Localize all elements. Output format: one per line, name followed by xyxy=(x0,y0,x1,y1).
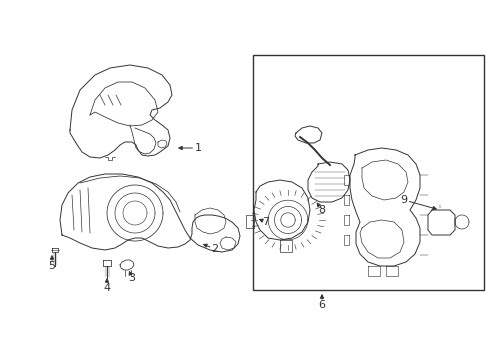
Text: 2: 2 xyxy=(211,244,218,254)
Text: 5: 5 xyxy=(48,261,55,271)
Text: 3: 3 xyxy=(128,273,135,283)
Text: 8: 8 xyxy=(318,205,325,215)
Text: 1: 1 xyxy=(194,143,201,153)
Text: 6: 6 xyxy=(318,300,325,310)
Text: 9: 9 xyxy=(400,195,407,205)
Text: 4: 4 xyxy=(103,283,110,293)
Bar xyxy=(252,55,483,290)
Text: 7: 7 xyxy=(262,217,269,227)
